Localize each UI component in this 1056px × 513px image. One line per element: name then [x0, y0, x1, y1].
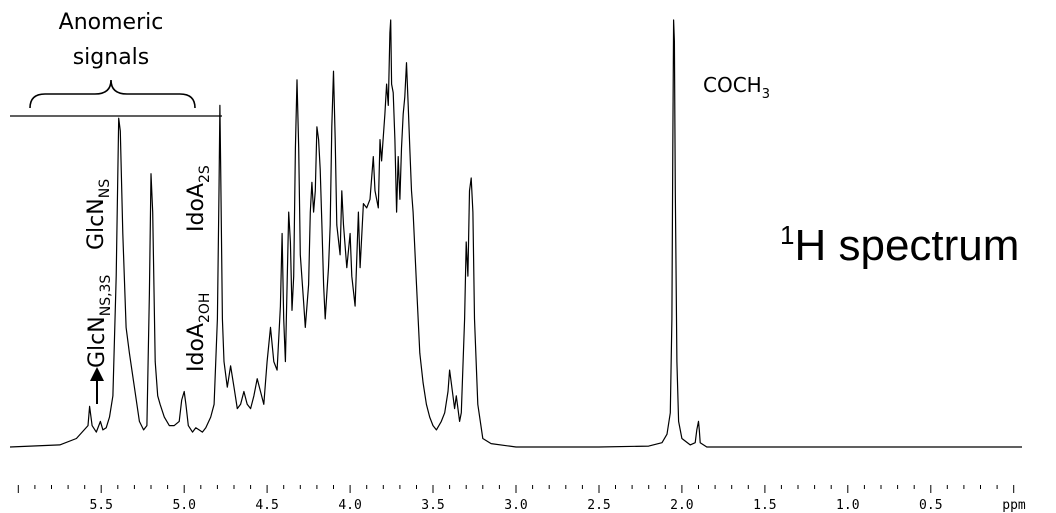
spectrum-line — [9, 19, 1022, 448]
x-tick-label: 2.5 — [587, 498, 610, 513]
up-arrow-icon — [90, 367, 104, 404]
x-tick-label: 5.0 — [172, 498, 195, 513]
x-axis: 5.5 5.0 4.5 4.0 3.5 3.0 2.5 2.0 1.5 1.0 0.5 ppm — [17, 485, 1026, 513]
idoa-2s-label: IdoA2S — [184, 165, 213, 232]
glcn-ns3s-label: GlcNNS,3S — [85, 275, 114, 368]
x-tick-label: 1.0 — [836, 498, 859, 513]
plot-area — [9, 19, 1022, 448]
x-tick-label: 1.5 — [753, 498, 776, 513]
x-axis-unit-label: ppm — [1002, 498, 1026, 513]
x-tick-label: 2.0 — [670, 498, 693, 513]
idoa-2oh-label: IdoA2OH — [184, 293, 213, 372]
anomeric-brace — [29, 79, 196, 109]
anomeric-annotation: Anomeric signals — [10, 10, 222, 117]
glcn-ns-label: GlcNNS — [84, 179, 113, 250]
x-tick-label: 3.5 — [421, 498, 444, 513]
x-tick-label: 4.5 — [255, 498, 278, 513]
x-tick-label: 5.5 — [89, 498, 112, 513]
x-tick-label: 4.0 — [338, 498, 361, 513]
x-tick-label: 3.0 — [504, 498, 527, 513]
coch3-label: COCH3 — [703, 73, 770, 102]
anomeric-label-line2: signals — [73, 45, 150, 70]
anomeric-label-line1: Anomeric — [59, 10, 164, 35]
x-tick-label: 0.5 — [919, 498, 942, 513]
spectrum-label: 1H spectrum — [780, 220, 1019, 270]
